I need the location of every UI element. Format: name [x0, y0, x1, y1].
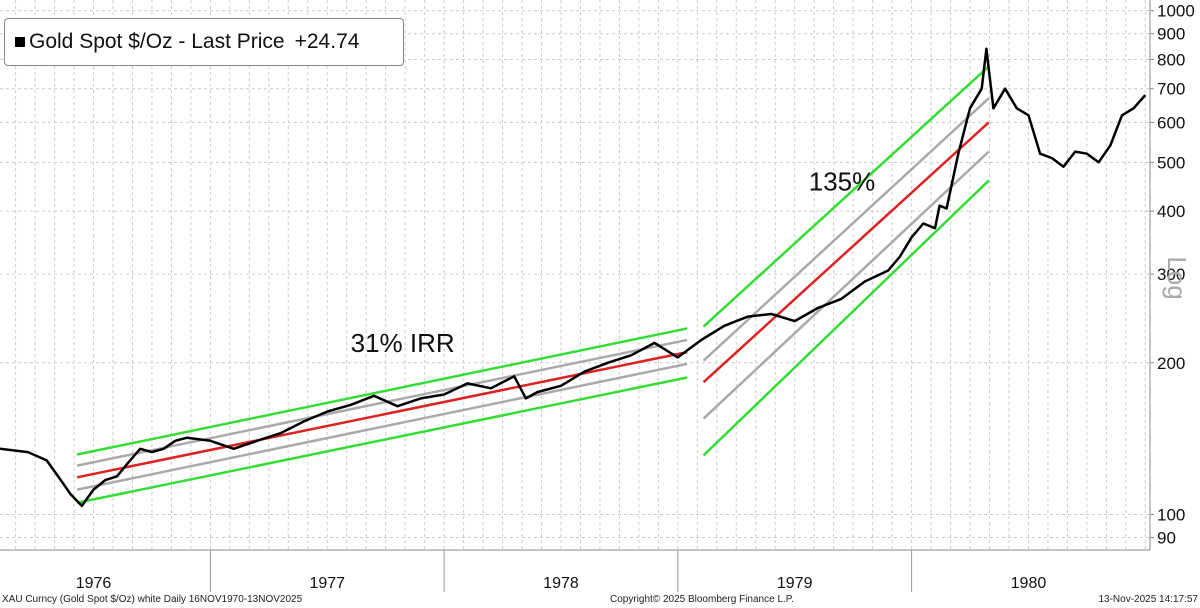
x-tick-label: 1978: [543, 575, 579, 592]
channel-regression: [702, 121, 990, 384]
y-tick-label: 100: [1157, 505, 1185, 524]
x-tick-label: 1979: [777, 575, 813, 592]
legend-label: Gold Spot $/Oz - Last Price: [29, 30, 285, 53]
price-line: [0, 47, 1147, 508]
legend-swatch-icon: [15, 37, 25, 47]
channel-lower-bound: [76, 376, 688, 504]
y-tick-label: 1000: [1157, 2, 1195, 21]
y-tick-label: 700: [1157, 80, 1185, 99]
trend-channel: [702, 65, 990, 457]
channel-lower-band: [76, 362, 688, 491]
footer-timestamp: 13-Nov-2025 14:17:57: [1098, 594, 1198, 605]
grid-lines: [0, 0, 1150, 550]
x-tick-label: 1980: [1011, 575, 1047, 592]
chart-legend: Gold Spot $/Oz - Last Price +24.74: [4, 18, 404, 66]
y-tick-label: 500: [1157, 153, 1185, 172]
footer-source: XAU Curncy (Gold Spot $/Oz) white Daily …: [2, 594, 303, 605]
y-tick-label: 300: [1157, 265, 1185, 284]
x-tick-label: 1977: [309, 575, 345, 592]
x-axis: 1976 1977 1978 1979 1980: [0, 549, 1150, 592]
x-tick-label: 1976: [76, 575, 112, 592]
footer-copyright: Copyright© 2025 Bloomberg Finance L.P.: [610, 594, 794, 605]
y-tick-label: 90: [1157, 528, 1176, 547]
channel-upper-band: [76, 338, 688, 467]
price-series: [0, 47, 1147, 508]
chart-annotations: 31% IRR 135%: [351, 166, 876, 358]
y-tick-label: 800: [1157, 50, 1185, 69]
annotation-label: 135%: [809, 166, 876, 196]
y-tick-label: 400: [1157, 202, 1185, 221]
channel-regression: [76, 350, 688, 479]
annotation-label: 31% IRR: [351, 328, 455, 358]
y-tick-label: 900: [1157, 25, 1185, 44]
legend-value: +24.74: [294, 30, 360, 53]
channel-lower-band: [702, 150, 990, 420]
y-tick-label: 200: [1157, 354, 1185, 373]
channel-upper-bound: [702, 65, 990, 328]
trend-channel: [76, 327, 688, 504]
y-tick-label: 600: [1157, 113, 1185, 132]
trend-channels: [76, 65, 990, 504]
y-axis: 90 100 200 300 400 500 600 700 800 900 1000 Log: [1149, 0, 1195, 550]
y-axis-label: Log: [1162, 256, 1192, 299]
channel-lower-bound: [702, 179, 990, 457]
channel-upper-band: [702, 97, 990, 362]
channel-upper-bound: [76, 327, 688, 456]
